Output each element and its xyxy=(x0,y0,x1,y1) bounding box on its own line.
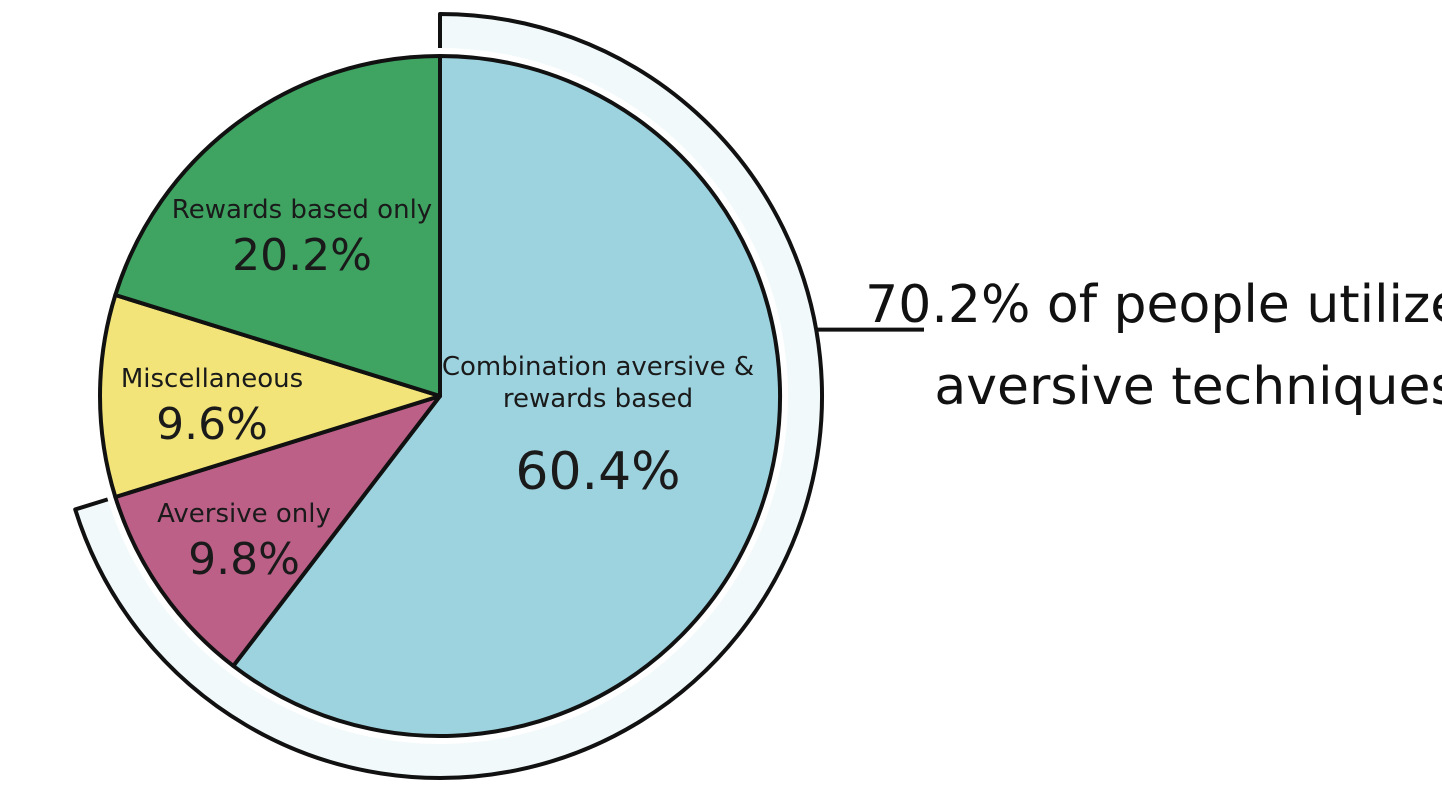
slice-value-rewards-based-only: 20.2% xyxy=(232,230,372,281)
callout-line-2: aversive techniques xyxy=(934,357,1442,417)
callout-line-1: 70.2% of people utilize xyxy=(865,275,1442,335)
slice-value-aversive-only: 9.8% xyxy=(188,534,300,585)
aversive-callout: 70.2% of people utilize aversive techniq… xyxy=(865,275,1442,417)
slice-name-line: Combination aversive & xyxy=(442,352,754,382)
slice-value-miscellaneous: 9.6% xyxy=(156,399,268,450)
slice-name-line: rewards based xyxy=(503,384,693,414)
slice-value-combination-aversive-and-rewards-based: 60.4% xyxy=(515,442,680,502)
slice-name-line: Aversive only xyxy=(157,499,331,529)
slice-name-line: Miscellaneous xyxy=(121,364,303,394)
slice-name-line: Rewards based only xyxy=(172,195,432,225)
